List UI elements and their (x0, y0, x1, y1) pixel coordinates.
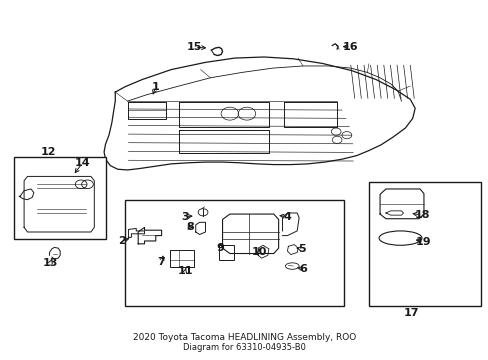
Text: 2020 Toyota Tacoma HEADLINING Assembly, ROO: 2020 Toyota Tacoma HEADLINING Assembly, … (133, 333, 355, 342)
Bar (170, 249, 193, 267)
Text: 6: 6 (299, 264, 306, 274)
Bar (14, 157, 105, 239)
Text: 13: 13 (42, 258, 58, 268)
Text: 1: 1 (152, 82, 159, 92)
Text: 16: 16 (342, 42, 358, 51)
Text: 17: 17 (403, 308, 418, 318)
Text: 18: 18 (414, 210, 429, 220)
Text: 5: 5 (297, 244, 305, 254)
Text: 14: 14 (75, 158, 90, 168)
Text: 15: 15 (187, 42, 202, 52)
Bar (219, 245, 233, 260)
Text: 19: 19 (415, 237, 431, 247)
Text: 11: 11 (177, 266, 192, 276)
Text: 9: 9 (216, 243, 224, 253)
Bar (125, 200, 344, 306)
Text: 4: 4 (283, 212, 291, 221)
Text: 2: 2 (118, 236, 125, 246)
Text: 3: 3 (181, 212, 188, 221)
Text: 12: 12 (41, 147, 56, 157)
Text: 8: 8 (185, 222, 193, 232)
Text: Diagram for 63310-04935-B0: Diagram for 63310-04935-B0 (183, 343, 305, 352)
Bar (368, 182, 480, 306)
Text: 7: 7 (158, 257, 165, 267)
Text: 10: 10 (251, 247, 266, 257)
